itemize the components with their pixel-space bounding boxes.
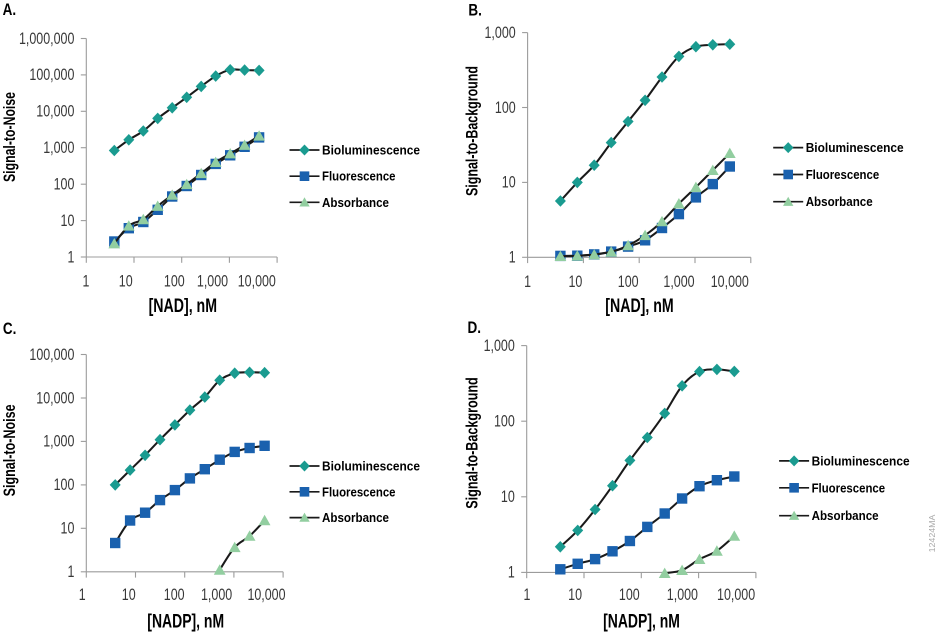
svg-text:100: 100 <box>495 99 516 117</box>
svg-text:Bioluminescence: Bioluminescence <box>806 141 904 155</box>
svg-text:[NADP], nM: [NADP], nM <box>603 611 680 632</box>
svg-text:12424MA: 12424MA <box>927 514 937 552</box>
svg-text:100: 100 <box>494 413 515 431</box>
svg-text:Fluorescence: Fluorescence <box>322 170 396 184</box>
svg-text:1: 1 <box>524 586 531 604</box>
svg-text:10: 10 <box>119 273 133 291</box>
svg-text:1: 1 <box>68 563 75 581</box>
svg-text:Absorbance: Absorbance <box>806 195 873 209</box>
svg-text:100: 100 <box>54 476 75 494</box>
svg-text:Absorbance: Absorbance <box>812 509 879 523</box>
svg-text:Fluorescence: Fluorescence <box>806 168 880 182</box>
svg-text:10: 10 <box>568 273 582 291</box>
svg-text:Bioluminescence: Bioluminescence <box>812 454 910 468</box>
svg-text:1,000: 1,000 <box>485 24 516 42</box>
svg-text:[NAD], nM: [NAD], nM <box>605 296 673 317</box>
svg-text:10: 10 <box>61 520 75 538</box>
svg-text:1,000: 1,000 <box>43 433 74 451</box>
svg-text:10,000: 10,000 <box>247 586 285 604</box>
svg-text:Bioluminescence: Bioluminescence <box>322 144 420 158</box>
svg-text:Absorbance: Absorbance <box>322 511 389 525</box>
svg-text:100: 100 <box>618 273 639 291</box>
svg-text:1: 1 <box>68 248 75 266</box>
svg-text:10: 10 <box>568 586 582 604</box>
svg-text:C.: C. <box>3 319 17 338</box>
svg-text:100: 100 <box>619 586 640 604</box>
svg-text:Signal-to-Background: Signal-to-Background <box>464 377 482 509</box>
svg-text:10,000: 10,000 <box>717 586 755 604</box>
svg-text:1,000: 1,000 <box>484 337 515 355</box>
svg-text:10: 10 <box>501 488 515 506</box>
svg-text:1: 1 <box>83 273 90 291</box>
svg-text:10: 10 <box>122 586 136 604</box>
svg-text:A.: A. <box>3 0 17 19</box>
svg-text:D.: D. <box>468 318 482 337</box>
svg-text:1: 1 <box>79 586 86 604</box>
svg-text:100: 100 <box>164 586 185 604</box>
svg-text:100,000: 100,000 <box>29 346 74 364</box>
svg-text:1,000: 1,000 <box>43 139 74 157</box>
svg-text:100: 100 <box>54 176 75 194</box>
svg-text:10: 10 <box>61 212 75 230</box>
svg-text:B.: B. <box>468 0 482 19</box>
svg-text:10,000: 10,000 <box>36 103 74 121</box>
svg-text:1,000: 1,000 <box>201 586 232 604</box>
svg-text:Absorbance: Absorbance <box>322 196 389 210</box>
svg-text:10: 10 <box>502 174 516 192</box>
svg-text:Signal-to-Noise: Signal-to-Noise <box>1 404 19 496</box>
svg-text:[NADP], nM: [NADP], nM <box>147 611 224 632</box>
svg-text:1,000,000: 1,000,000 <box>19 30 74 48</box>
svg-text:1,000: 1,000 <box>197 273 228 291</box>
svg-text:Signal-to-Noise: Signal-to-Noise <box>1 92 19 182</box>
svg-text:1: 1 <box>508 564 515 582</box>
svg-text:Fluorescence: Fluorescence <box>322 485 396 499</box>
svg-text:Signal-to-Background: Signal-to-Background <box>463 66 481 196</box>
svg-text:1,000: 1,000 <box>667 586 698 604</box>
svg-text:[NAD], nM: [NAD], nM <box>149 296 217 317</box>
svg-text:Fluorescence: Fluorescence <box>812 481 886 495</box>
svg-text:Bioluminescence: Bioluminescence <box>322 460 420 474</box>
svg-text:100,000: 100,000 <box>29 66 74 84</box>
svg-text:1: 1 <box>509 249 516 267</box>
svg-text:1,000: 1,000 <box>663 273 694 291</box>
svg-text:1: 1 <box>524 273 531 291</box>
svg-text:10,000: 10,000 <box>711 273 749 291</box>
svg-text:10,000: 10,000 <box>36 389 74 407</box>
svg-text:100: 100 <box>164 273 185 291</box>
svg-text:10,000: 10,000 <box>238 273 276 291</box>
